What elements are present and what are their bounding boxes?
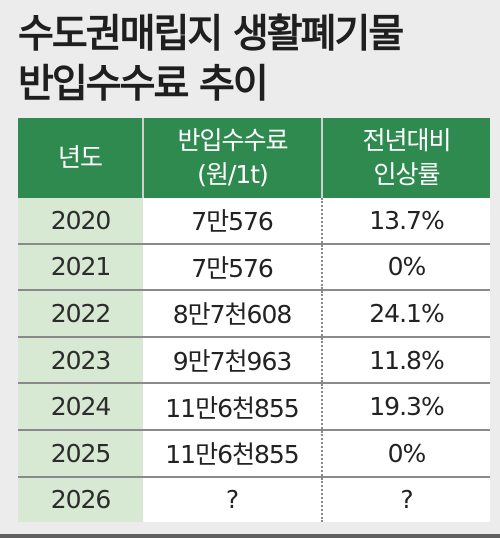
rate-cell: 24.1% [322,289,490,337]
fee-cell: ? [143,475,323,523]
table-row: 2022 8만7천608 24.1% [18,289,490,337]
header-fee-unit: (원/1t) [197,160,269,189]
table-row: 2020 7만576 13.7% [18,198,490,244]
header-fee: 반입수수료 (원/1t) [143,118,323,198]
year-cell: 2026 [18,475,143,523]
year-cell: 2023 [18,335,143,384]
fee-table: 년도 반입수수료 (원/1t) 전년대비 인상률 2020 7만576 [18,118,490,523]
table-body: 2020 7만576 13.7% 2021 7만576 0% 2022 8만7천… [18,198,490,523]
rate-cell: 19.3% [322,382,490,430]
header-rate-label-2: 인상률 [373,160,440,189]
fee-table-container: 년도 반입수수료 (원/1t) 전년대비 인상률 2020 7만576 [18,118,490,523]
fee-cell: 8만7천608 [143,289,323,337]
year-cell: 2022 [18,289,143,337]
year-cell: 2021 [18,242,143,291]
infographic-title: 수도권매립지 생활폐기물 반입수수료 추이 [18,10,488,110]
header-rate-label-1: 전년대비 [362,126,451,155]
title-line-1: 수도권매립지 생활폐기물 [18,12,404,57]
year-cell: 2025 [18,428,143,477]
table-row: 2021 7만576 0% [18,242,490,291]
rate-cell: 11.8% [322,335,490,384]
fee-cell: 11만6천855 [143,428,323,477]
year-cell: 2024 [18,382,143,430]
rate-cell: 0% [322,428,490,477]
table-row: 2024 11만6천855 19.3% [18,382,490,430]
header-row: 년도 반입수수료 (원/1t) 전년대비 인상률 [18,118,490,198]
title-line-2: 반입수수료 추이 [18,62,269,107]
fee-cell: 9만7천963 [143,335,323,384]
fee-cell: 11만6천855 [143,382,323,430]
fee-cell: 7만576 [143,198,323,244]
header-year-label: 년도 [57,143,103,172]
header-year: 년도 [18,118,144,198]
rate-cell: 0% [322,242,490,291]
header-fee-label: 반입수수료 [177,126,288,155]
year-cell: 2020 [18,198,143,244]
table-row: 2023 9만7천963 11.8% [18,335,490,384]
header-rate: 전년대비 인상률 [322,118,490,198]
fee-cell: 7만576 [143,242,323,291]
table-row: 2025 11만6천855 0% [18,428,490,477]
rate-cell: ? [322,475,490,523]
table-row: 2026 ? ? [18,475,490,523]
rate-cell: 13.7% [322,198,490,244]
table-header: 년도 반입수수료 (원/1t) 전년대비 인상률 [18,118,490,198]
